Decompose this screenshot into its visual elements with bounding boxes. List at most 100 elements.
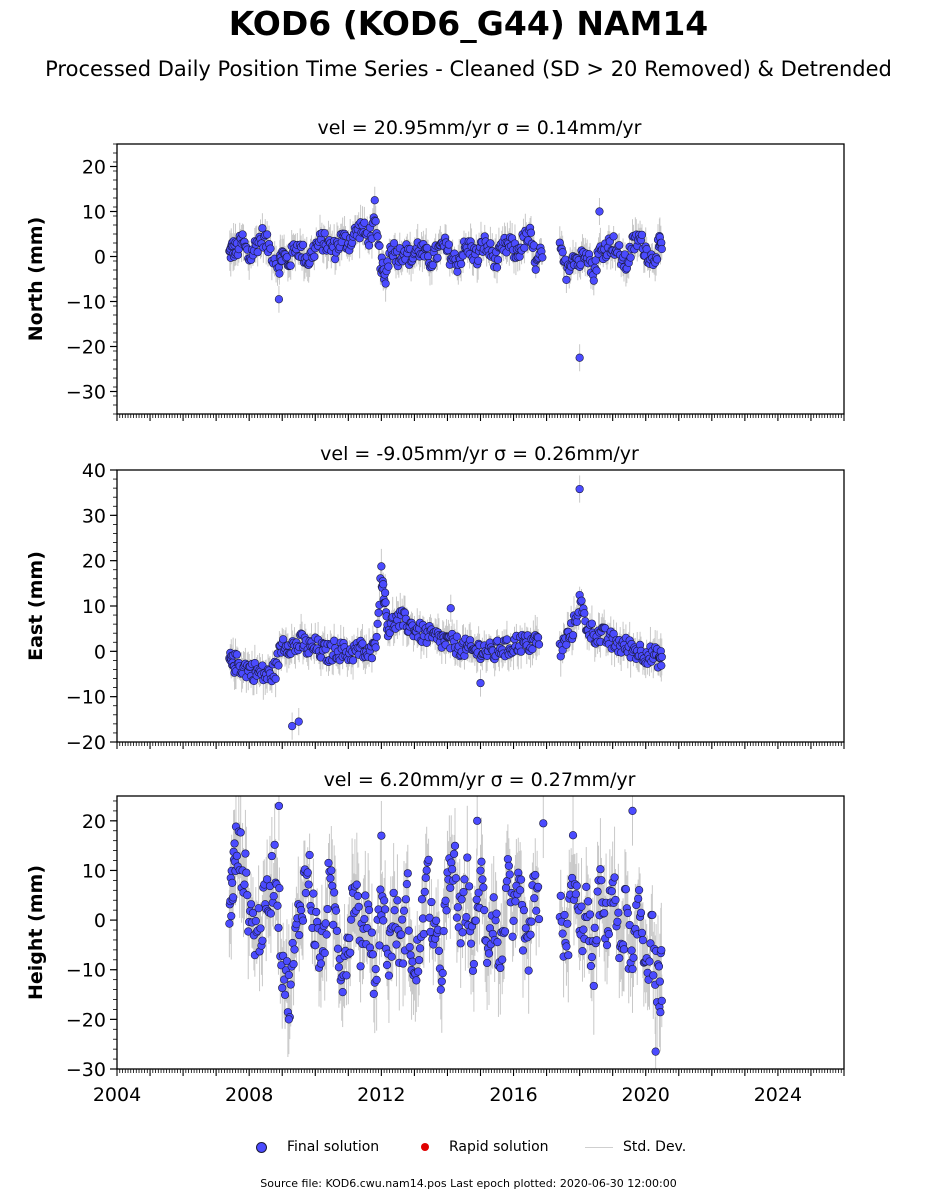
data-point <box>524 966 533 975</box>
data-point <box>304 880 313 889</box>
data-point <box>654 962 664 971</box>
data-point <box>371 217 380 226</box>
data-point <box>414 967 423 976</box>
final-solution-marker-icon <box>256 1141 267 1153</box>
panel-title-north: vel = 20.95mm/yr σ = 0.14mm/yr <box>318 117 642 139</box>
data-point <box>498 955 507 964</box>
data-point <box>558 248 567 257</box>
data-point <box>379 580 388 589</box>
data-point <box>360 914 369 924</box>
data-point <box>364 905 374 915</box>
data-point <box>263 230 272 239</box>
points-east <box>225 484 666 731</box>
data-point <box>516 647 526 656</box>
data-point <box>367 654 377 663</box>
data-point <box>372 632 381 642</box>
data-point <box>519 906 529 915</box>
data-point <box>330 888 339 897</box>
data-point <box>282 253 292 262</box>
data-point <box>568 631 578 640</box>
data-point <box>457 259 466 269</box>
outlier-point <box>473 816 482 825</box>
data-point <box>531 870 540 880</box>
data-point <box>240 880 249 889</box>
data-point <box>518 946 528 955</box>
data-point <box>269 892 278 901</box>
data-point <box>562 275 571 284</box>
data-point <box>441 896 450 905</box>
data-point <box>373 619 382 628</box>
outlier-point <box>575 353 584 362</box>
data-point <box>626 253 635 262</box>
data-point <box>271 674 280 683</box>
data-point <box>456 939 465 948</box>
outlier-point <box>651 1047 660 1056</box>
data-point <box>333 944 343 953</box>
data-point <box>568 831 578 840</box>
data-point <box>423 243 432 253</box>
data-point <box>472 895 481 904</box>
data-point <box>417 895 427 904</box>
data-point <box>242 868 251 877</box>
outlier-point <box>595 207 604 216</box>
data-point <box>398 915 407 924</box>
rapid-solution-marker-icon <box>421 1143 429 1151</box>
data-point <box>398 959 408 968</box>
data-point <box>295 930 304 940</box>
data-point <box>246 900 256 909</box>
data-point <box>227 911 236 921</box>
data-point <box>358 639 367 648</box>
data-point <box>322 930 331 939</box>
data-point <box>345 933 354 943</box>
data-point <box>369 989 378 999</box>
data-point <box>228 878 237 887</box>
data-point <box>412 976 421 985</box>
data-point <box>402 880 411 889</box>
data-point <box>563 919 572 928</box>
x-tick-label: 2004 <box>93 1084 141 1106</box>
data-point <box>448 865 457 874</box>
data-point <box>484 949 494 958</box>
data-point <box>453 903 462 912</box>
data-point <box>452 632 461 641</box>
data-point <box>428 260 437 270</box>
outlier-point <box>628 806 637 815</box>
data-point <box>301 888 310 898</box>
y-tick-label: −20 <box>66 732 106 754</box>
data-point <box>404 926 413 935</box>
data-point <box>373 232 382 241</box>
data-point <box>480 906 489 915</box>
data-point <box>390 906 399 915</box>
data-point <box>451 874 461 883</box>
data-point <box>371 964 380 974</box>
data-point <box>635 885 644 895</box>
y-tick-label: 10 <box>82 202 106 224</box>
data-point <box>649 971 658 980</box>
data-point <box>453 267 462 276</box>
data-point <box>225 919 234 928</box>
data-point <box>634 894 643 903</box>
data-point <box>270 840 279 849</box>
data-point <box>348 656 358 665</box>
data-point <box>592 936 601 945</box>
data-point <box>516 886 525 895</box>
y-axis-label-east: East (mm) <box>25 551 47 661</box>
data-point <box>438 969 447 978</box>
data-point <box>258 224 267 233</box>
data-point <box>374 608 383 617</box>
data-point <box>354 902 363 911</box>
plot-area-east <box>225 475 666 740</box>
data-point <box>303 868 312 877</box>
data-point <box>436 985 445 994</box>
data-point <box>332 926 342 935</box>
data-point <box>353 891 362 901</box>
data-point <box>648 910 657 920</box>
data-point <box>615 953 624 963</box>
data-point <box>384 971 394 980</box>
data-point <box>657 244 666 254</box>
data-point <box>489 893 498 902</box>
y-tick-label: 0 <box>94 247 106 269</box>
data-point <box>602 941 612 950</box>
data-point <box>593 887 602 896</box>
data-point <box>556 891 565 900</box>
